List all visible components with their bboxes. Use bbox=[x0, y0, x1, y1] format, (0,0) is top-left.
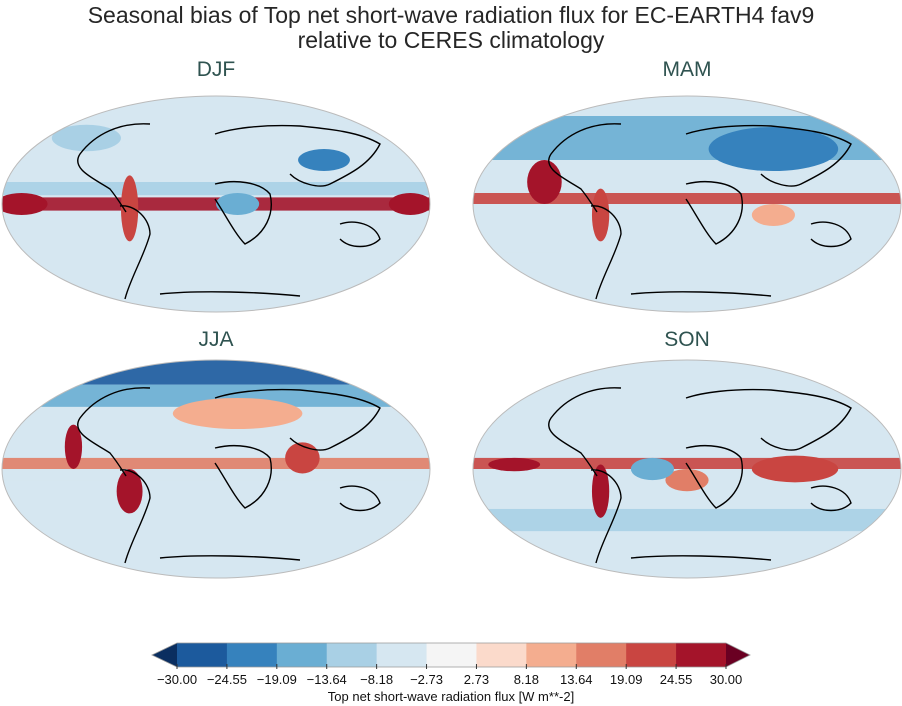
panel-title-mam: MAM bbox=[662, 58, 712, 81]
bias-band bbox=[2, 480, 430, 525]
coastline bbox=[339, 485, 381, 512]
bias-blob bbox=[64, 424, 83, 469]
colorbar-tick-label: −8.18 bbox=[360, 672, 394, 687]
colorbar-tick-label: −24.55 bbox=[206, 672, 247, 687]
map-boundary bbox=[472, 359, 902, 579]
bias-blob bbox=[630, 457, 675, 481]
colorbar-over-arrow bbox=[726, 643, 750, 667]
colorbar-tick-label: −30.00 bbox=[156, 672, 198, 687]
colorbar-tick-label: 8.18 bbox=[513, 672, 540, 687]
colorbar-segment bbox=[476, 643, 527, 667]
panel-title-djf: DJF bbox=[196, 58, 236, 81]
coastline bbox=[77, 387, 151, 477]
colorbar-segment bbox=[326, 643, 378, 667]
colorbar-segment bbox=[576, 643, 627, 667]
colorbar-segment bbox=[276, 643, 328, 667]
colorbar bbox=[151, 642, 751, 669]
bias-blob bbox=[51, 124, 121, 152]
bias-blob bbox=[298, 149, 350, 171]
colorbar-segment bbox=[676, 643, 727, 667]
coastline bbox=[630, 291, 772, 297]
bias-band bbox=[473, 402, 901, 425]
map-son bbox=[472, 359, 902, 579]
bias-blob bbox=[172, 397, 303, 430]
colorbar-segment bbox=[226, 643, 278, 667]
coastline bbox=[339, 221, 381, 248]
colorbar-segment bbox=[426, 643, 477, 667]
colorbar-tick-label: 30.00 bbox=[709, 672, 743, 687]
coastline bbox=[214, 388, 381, 451]
bias-band bbox=[473, 508, 901, 532]
bias-blob bbox=[591, 464, 610, 518]
map-jja bbox=[1, 359, 431, 579]
bias-band bbox=[2, 226, 430, 248]
colorbar-tick-label: 2.73 bbox=[463, 672, 490, 687]
map-boundary bbox=[472, 95, 902, 313]
coastline bbox=[810, 485, 852, 512]
bias-band bbox=[473, 193, 901, 204]
colorbar-tick-label: −2.73 bbox=[410, 672, 443, 687]
figure-subtitle: relative to CERES climatology bbox=[297, 27, 605, 53]
colorbar-label: Top net short-wave radiation flux [W m**… bbox=[327, 689, 575, 704]
colorbar-tick-label: −13.64 bbox=[306, 672, 347, 687]
colorbar-tick-label: 24.55 bbox=[659, 672, 693, 687]
coastline bbox=[685, 445, 743, 509]
coastline bbox=[214, 445, 272, 509]
bias-blob bbox=[708, 127, 839, 171]
coastline bbox=[685, 181, 743, 245]
colorbar-segment bbox=[626, 643, 677, 667]
coastline bbox=[159, 291, 301, 297]
colorbar-tick-label: 13.64 bbox=[559, 672, 593, 687]
colorbar-segment bbox=[177, 643, 228, 667]
coastline bbox=[590, 205, 622, 300]
colorbar-segment bbox=[376, 643, 428, 667]
colorbar-tick-label: 19.09 bbox=[609, 672, 643, 687]
bias-blob bbox=[665, 469, 709, 492]
coastline bbox=[685, 124, 852, 187]
bias-blob bbox=[120, 175, 139, 242]
colorbar-segment bbox=[526, 643, 577, 667]
coastline bbox=[214, 124, 381, 187]
bias-blob bbox=[751, 455, 839, 483]
bias-blob bbox=[388, 193, 430, 215]
coastline bbox=[214, 181, 272, 245]
bias-band bbox=[2, 197, 430, 211]
bias-blob bbox=[488, 457, 541, 472]
bias-band bbox=[473, 226, 901, 253]
coastline bbox=[548, 387, 622, 477]
coastline bbox=[810, 221, 852, 248]
map-mam bbox=[472, 95, 902, 313]
colorbar-under-arrow bbox=[152, 643, 177, 667]
bias-blob bbox=[527, 160, 562, 204]
bias-blob bbox=[116, 469, 143, 514]
coastline bbox=[119, 205, 151, 300]
coastline bbox=[77, 123, 151, 213]
panel-title-son: SON bbox=[664, 328, 710, 351]
panel-title-jja: JJA bbox=[198, 328, 234, 351]
bias-blob bbox=[285, 442, 320, 474]
coastline bbox=[119, 469, 151, 564]
colorbar-tick-label: −19.09 bbox=[256, 672, 297, 687]
coastline bbox=[159, 555, 301, 561]
bias-blob bbox=[591, 188, 610, 242]
figure-title: Seasonal bias of Top net short-wave radi… bbox=[87, 2, 815, 28]
map-boundary bbox=[1, 95, 431, 313]
map-djf bbox=[1, 95, 431, 313]
coastline bbox=[548, 123, 622, 213]
map-boundary bbox=[1, 359, 431, 579]
bias-band bbox=[2, 360, 430, 385]
coastline bbox=[630, 555, 772, 561]
bias-blob bbox=[2, 193, 48, 215]
bias-blob bbox=[751, 204, 795, 226]
coastline bbox=[685, 388, 852, 451]
coastline bbox=[590, 469, 622, 564]
bias-blob bbox=[216, 193, 260, 215]
bias-band bbox=[2, 384, 430, 407]
